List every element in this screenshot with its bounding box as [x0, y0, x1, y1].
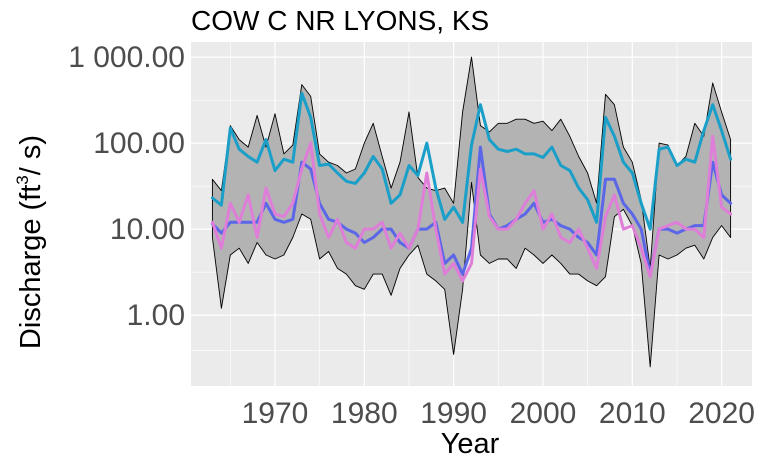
- y-tick-label: 10.00: [110, 213, 185, 246]
- y-tick-label: 100.00: [93, 127, 185, 160]
- x-axis-title: Year: [441, 428, 500, 460]
- x-tick-label: 1970: [242, 397, 309, 430]
- y-tick-label: 1 000.00: [68, 41, 185, 74]
- x-tick-label: 2000: [510, 397, 577, 430]
- y-axis-title: Discharge (ft3/ s): [13, 135, 47, 349]
- band-layer: [211, 56, 732, 368]
- x-tick-label: 2010: [599, 397, 666, 430]
- x-tick-label: 2020: [688, 397, 755, 430]
- y-axis-title-unit: / s): [15, 135, 47, 175]
- y-axis-title-superscript: 3: [13, 175, 32, 184]
- series-line-1: [210, 91, 733, 231]
- x-tick-label: 1990: [420, 397, 487, 430]
- y-tick-label: 1.00: [127, 299, 185, 332]
- y-axis-title-text: Discharge (ft: [15, 185, 47, 349]
- y-tick-labels: 1.00 10.00 100.00 1 000.00: [68, 41, 185, 332]
- x-tick-label: 1980: [331, 397, 398, 430]
- series-layer: [210, 91, 733, 283]
- chart-title: COW C NR LYONS, KS: [191, 5, 489, 36]
- range-band: [211, 56, 732, 368]
- x-tick-labels: 1970 1980 1990 2000 2010 2020: [242, 397, 755, 430]
- series-line-3: [210, 134, 733, 283]
